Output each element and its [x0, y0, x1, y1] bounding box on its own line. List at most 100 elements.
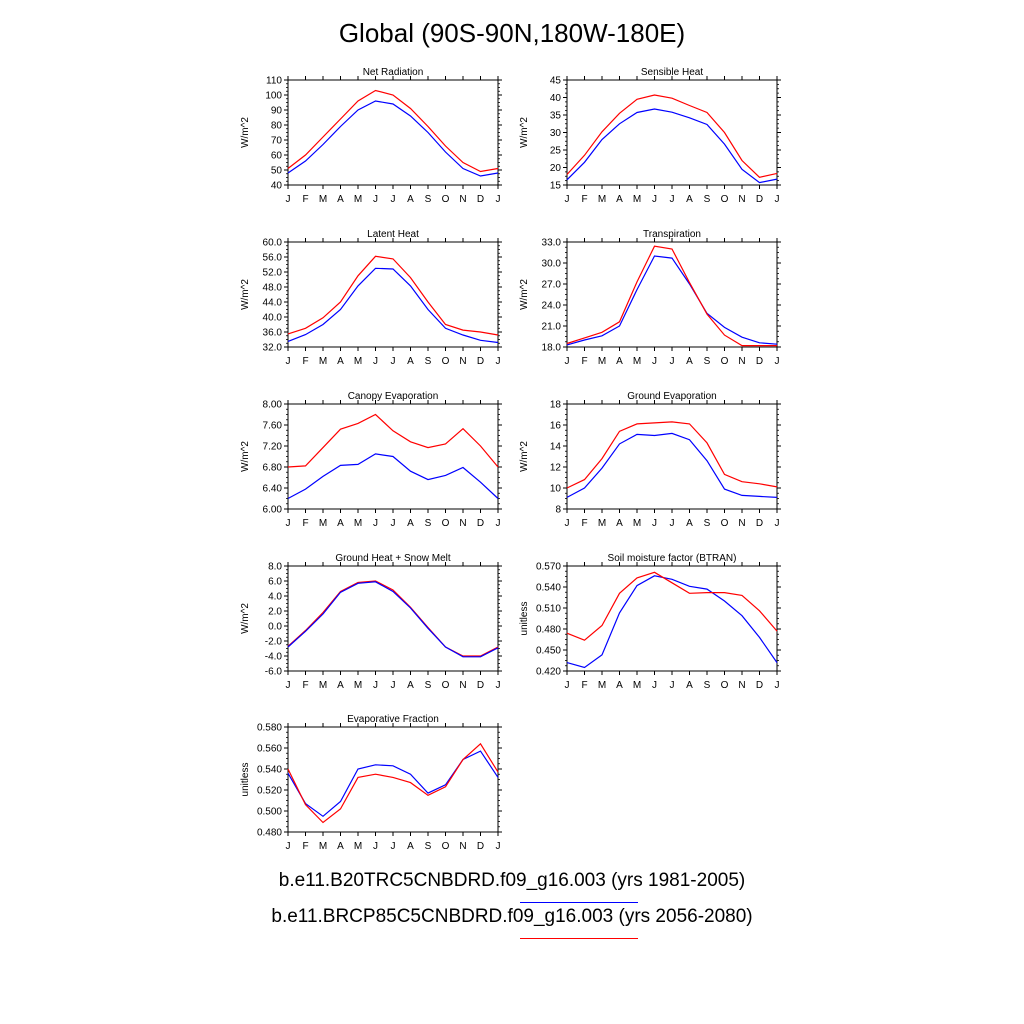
y-axis-label-sensible-heat: W/m^2	[519, 117, 530, 148]
x-tick-label-soil-moisture-factor-btran: M	[633, 680, 641, 691]
y-tick-label-sensible-heat: 25	[550, 146, 562, 157]
y-tick-label-evaporative-fraction: 0.520	[257, 786, 282, 797]
x-tick-label-canopy-evaporation: A	[407, 518, 414, 529]
x-tick-label-net-radiation: S	[425, 194, 432, 205]
x-tick-label-ground-evaporation: N	[738, 518, 745, 529]
y-tick-label-latent-heat: 32.0	[263, 343, 283, 354]
y-tick-label-latent-heat: 60.0	[263, 238, 283, 249]
x-tick-label-net-radiation: M	[319, 194, 327, 205]
series-line-evaporative-fraction-red	[287, 742, 499, 824]
x-tick-label-transpiration: J	[670, 356, 675, 367]
x-tick-label-ground-heat-snow-melt: M	[354, 680, 362, 691]
y-tick-label-evaporative-fraction: 0.580	[257, 723, 282, 734]
y-tick-label-transpiration: 30.0	[542, 259, 562, 270]
panel-title-transpiration: Transpiration	[643, 229, 701, 240]
panel-title-ground-heat-snow-melt: Ground Heat + Snow Melt	[335, 553, 451, 564]
x-tick-label-evaporative-fraction: J	[496, 841, 501, 852]
x-tick-label-soil-moisture-factor-btran: F	[581, 680, 587, 691]
x-tick-label-sensible-heat: D	[756, 194, 763, 205]
x-tick-label-canopy-evaporation: N	[459, 518, 466, 529]
x-tick-label-evaporative-fraction: S	[425, 841, 432, 852]
x-tick-label-ground-evaporation: A	[616, 518, 623, 529]
y-tick-label-ground-heat-snow-melt: 0.0	[268, 622, 282, 633]
y-tick-label-soil-moisture-factor-btran: 0.420	[536, 667, 561, 678]
series-line-latent-heat-red	[287, 255, 499, 336]
y-tick-label-soil-moisture-factor-btran: 0.480	[536, 625, 561, 636]
y-tick-label-transpiration: 24.0	[542, 301, 562, 312]
y-axis-label-transpiration: W/m^2	[519, 279, 530, 310]
x-tick-label-net-radiation: A	[337, 194, 344, 205]
x-tick-label-soil-moisture-factor-btran: O	[721, 680, 729, 691]
y-tick-label-transpiration: 18.0	[542, 343, 562, 354]
legend-label-future: b.e11.BRCP85C5CNBDRD.f09_g16.003 (yrs 20…	[271, 906, 753, 927]
x-tick-label-sensible-heat: A	[686, 194, 693, 205]
x-tick-label-ground-heat-snow-melt: A	[407, 680, 414, 691]
x-tick-label-canopy-evaporation: O	[442, 518, 450, 529]
y-axis-label-net-radiation: W/m^2	[240, 117, 251, 148]
x-tick-label-soil-moisture-factor-btran: S	[704, 680, 711, 691]
y-axis-label-ground-evaporation: W/m^2	[519, 441, 530, 472]
y-tick-label-sensible-heat: 40	[550, 93, 562, 104]
y-tick-label-canopy-evaporation: 6.00	[263, 505, 283, 516]
panel-title-ground-evaporation: Ground Evaporation	[627, 391, 717, 402]
figure-title: Global (90S-90N,180W-180E)	[338, 18, 686, 48]
x-tick-label-canopy-evaporation: J	[391, 518, 396, 529]
x-tick-label-net-radiation: F	[302, 194, 308, 205]
x-tick-label-ground-evaporation: J	[670, 518, 675, 529]
x-tick-label-sensible-heat: J	[652, 194, 657, 205]
x-tick-label-transpiration: A	[686, 356, 693, 367]
y-tick-label-ground-heat-snow-melt: 8.0	[268, 562, 282, 573]
x-tick-label-ground-evaporation: D	[756, 518, 763, 529]
y-tick-label-latent-heat: 52.0	[263, 268, 283, 279]
plot-frame-ground-evaporation	[566, 403, 778, 510]
y-tick-label-transpiration: 27.0	[542, 280, 562, 291]
plot-frame-evaporative-fraction	[287, 726, 499, 833]
y-tick-label-evaporative-fraction: 0.480	[257, 828, 282, 839]
x-tick-label-soil-moisture-factor-btran: J	[775, 680, 780, 691]
x-tick-label-evaporative-fraction: A	[407, 841, 414, 852]
y-tick-label-latent-heat: 36.0	[263, 328, 283, 339]
x-tick-label-evaporative-fraction: D	[477, 841, 484, 852]
panel-title-latent-heat: Latent Heat	[367, 229, 419, 240]
x-tick-label-ground-heat-snow-melt: S	[425, 680, 432, 691]
y-tick-label-sensible-heat: 35	[550, 111, 562, 122]
x-tick-label-evaporative-fraction: F	[302, 841, 308, 852]
x-tick-label-evaporative-fraction: N	[459, 841, 466, 852]
y-tick-label-soil-moisture-factor-btran: 0.450	[536, 646, 561, 657]
y-axis-label-canopy-evaporation: W/m^2	[240, 441, 251, 472]
x-tick-label-ground-heat-snow-melt: A	[337, 680, 344, 691]
plot-frame-latent-heat	[287, 241, 499, 348]
y-tick-label-ground-evaporation: 10	[550, 484, 562, 495]
y-tick-label-ground-evaporation: 18	[550, 400, 562, 411]
x-tick-label-sensible-heat: O	[721, 194, 729, 205]
x-tick-label-latent-heat: O	[442, 356, 450, 367]
y-tick-label-evaporative-fraction: 0.540	[257, 765, 282, 776]
plot-frame-soil-moisture-factor-btran	[566, 565, 778, 672]
x-tick-label-net-radiation: A	[407, 194, 414, 205]
x-tick-label-transpiration: N	[738, 356, 745, 367]
y-tick-label-ground-heat-snow-melt: 4.0	[268, 592, 282, 603]
x-tick-label-latent-heat: F	[302, 356, 308, 367]
series-line-net-radiation-red	[287, 89, 499, 173]
panel-title-sensible-heat: Sensible Heat	[641, 67, 703, 78]
x-tick-label-ground-heat-snow-melt: J	[496, 680, 501, 691]
x-tick-label-transpiration: O	[721, 356, 729, 367]
x-tick-label-evaporative-fraction: J	[373, 841, 378, 852]
x-tick-label-ground-heat-snow-melt: O	[442, 680, 450, 691]
y-axis-label-soil-moisture-factor-btran: unitless	[519, 602, 530, 636]
x-tick-label-soil-moisture-factor-btran: J	[670, 680, 675, 691]
x-tick-label-latent-heat: N	[459, 356, 466, 367]
y-tick-label-net-radiation: 80	[271, 121, 283, 132]
y-tick-label-net-radiation: 60	[271, 151, 283, 162]
x-tick-label-evaporative-fraction: M	[319, 841, 327, 852]
y-axis-label-latent-heat: W/m^2	[240, 279, 251, 310]
y-tick-label-net-radiation: 70	[271, 136, 283, 147]
x-tick-label-canopy-evaporation: J	[286, 518, 291, 529]
x-tick-label-evaporative-fraction: J	[391, 841, 396, 852]
y-tick-label-ground-evaporation: 14	[550, 442, 562, 453]
x-tick-label-ground-heat-snow-melt: J	[373, 680, 378, 691]
y-axis-label-evaporative-fraction: unitless	[240, 763, 251, 797]
series-line-latent-heat-blue	[287, 267, 499, 344]
y-tick-label-net-radiation: 90	[271, 106, 283, 117]
